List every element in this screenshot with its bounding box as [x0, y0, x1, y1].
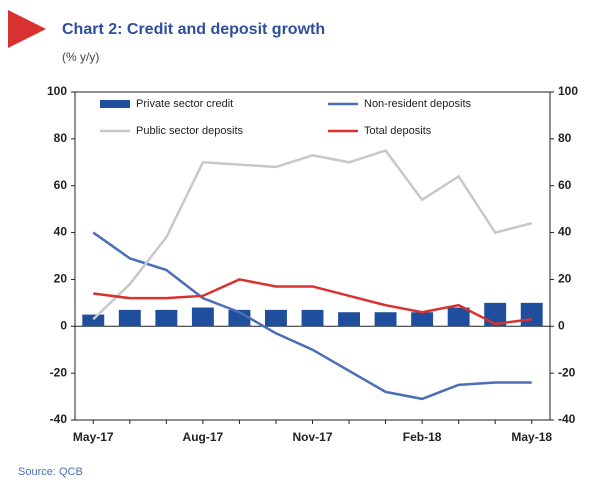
- legend-label: Non-resident deposits: [364, 98, 472, 110]
- chart-subtitle: (% y/y): [62, 50, 99, 64]
- x-tick-label: May-18: [511, 430, 552, 444]
- bar: [191, 307, 214, 327]
- plot-frame: [74, 91, 551, 421]
- y2-tick-label: 40: [558, 225, 572, 239]
- x-tick-label: May-17: [73, 430, 114, 444]
- bar: [265, 309, 287, 327]
- bar: [374, 312, 397, 327]
- y-tick-label: 80: [54, 131, 68, 145]
- legend-label: Public sector deposits: [136, 125, 243, 137]
- x-tick-label: Aug-17: [183, 430, 224, 444]
- y-tick-label: 100: [47, 84, 67, 98]
- y-tick-label: 20: [54, 272, 68, 286]
- y-tick-label: -40: [50, 412, 68, 426]
- line: [92, 231, 532, 401]
- bar: [520, 302, 543, 327]
- bar: [338, 312, 360, 327]
- x-tick-label: Feb-18: [403, 430, 442, 444]
- y-tick-label: 0: [60, 318, 67, 332]
- source: Source: QCB: [18, 466, 83, 478]
- bar: [411, 312, 434, 327]
- y-tick-label: -20: [50, 365, 68, 379]
- y2-tick-label: 20: [558, 272, 572, 286]
- y2-tick-label: 60: [558, 178, 572, 192]
- logo-triangle: [8, 10, 46, 48]
- y2-tick-label: -40: [558, 412, 576, 426]
- y-tick-label: 40: [54, 225, 68, 239]
- line: [93, 278, 532, 326]
- y2-tick-label: 0: [558, 318, 565, 332]
- y2-tick-label: 80: [558, 131, 572, 145]
- bar: [301, 309, 324, 327]
- legend-swatch: [100, 100, 130, 108]
- chart-title: Chart 2: Credit and deposit growth: [62, 21, 325, 38]
- x-tick-label: Nov-17: [292, 430, 332, 444]
- line: [92, 149, 533, 321]
- y2-tick-label: -20: [558, 365, 576, 379]
- bar: [118, 309, 141, 327]
- legend-label: Private sector credit: [136, 98, 233, 110]
- bar: [447, 307, 470, 327]
- legend-label: Total deposits: [364, 125, 432, 137]
- y2-tick-label: 100: [558, 84, 578, 98]
- bar: [155, 309, 178, 327]
- y-tick-label: 60: [54, 178, 68, 192]
- bar: [82, 314, 105, 327]
